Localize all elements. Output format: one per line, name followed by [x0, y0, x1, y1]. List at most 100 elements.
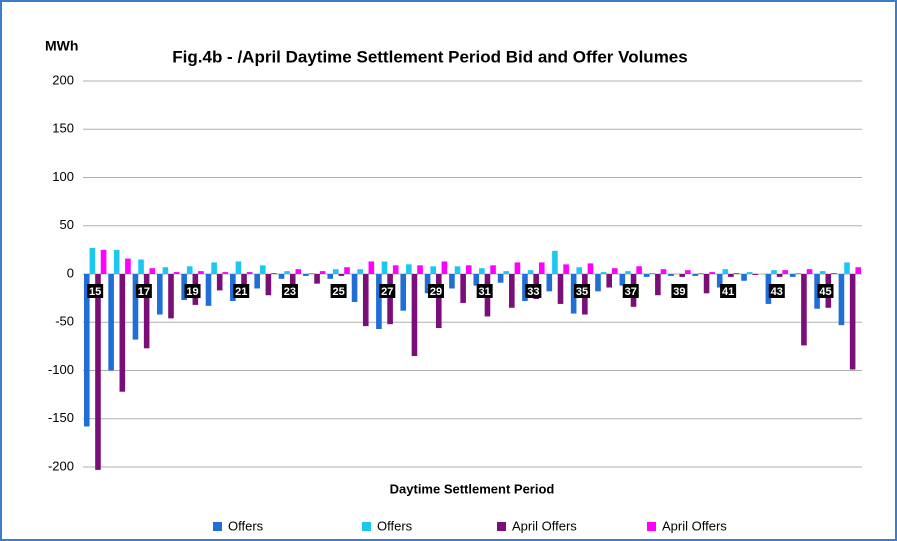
bar [125, 258, 131, 274]
y-tick-label: 50 [60, 217, 74, 232]
bar [357, 269, 363, 274]
bar [271, 273, 277, 274]
bar [503, 271, 510, 274]
bar [668, 274, 674, 276]
bar [806, 269, 813, 274]
bar [327, 274, 334, 279]
bar [776, 274, 783, 277]
y-tick-label: 100 [52, 169, 74, 184]
bar [295, 269, 302, 274]
x-tick-label: 23 [284, 286, 296, 298]
bar [198, 271, 204, 274]
x-tick-label: 31 [479, 286, 491, 298]
bar [746, 272, 753, 274]
bar [265, 274, 272, 296]
bar [538, 262, 545, 274]
bar [527, 270, 534, 274]
bar [138, 259, 144, 274]
y-tick-label: -50 [55, 314, 74, 329]
bar [362, 274, 369, 327]
bar [522, 274, 528, 302]
y-tick-label: -200 [48, 458, 74, 473]
bar [625, 271, 631, 274]
bar [113, 249, 120, 274]
category-label-box [720, 284, 737, 298]
legend-swatch [497, 522, 506, 531]
legend-swatch [213, 522, 222, 531]
x-tick-label: 21 [235, 286, 247, 298]
bar [411, 274, 418, 357]
bar [692, 274, 699, 276]
bar [430, 266, 436, 274]
bar [424, 274, 431, 294]
bar [235, 261, 242, 274]
bar [782, 270, 788, 274]
bar [168, 274, 174, 319]
legend-label: Offers [228, 518, 264, 533]
category-label-box [476, 284, 493, 298]
bar [95, 274, 101, 470]
bar [709, 272, 715, 274]
bar [89, 247, 96, 274]
bar [741, 274, 747, 281]
category-label-box [622, 284, 639, 298]
legend-label: April Offers [512, 518, 577, 533]
category-label-box [817, 284, 834, 298]
bar [685, 270, 691, 274]
bar [149, 268, 156, 274]
bar [600, 272, 607, 274]
bar [216, 274, 223, 291]
bar [595, 274, 601, 292]
bar [801, 274, 807, 346]
bar [679, 274, 686, 277]
y-tick-label: -100 [48, 362, 74, 377]
category-label-box [671, 284, 688, 298]
bar [222, 272, 229, 274]
bar [460, 274, 466, 303]
x-tick-label: 41 [722, 286, 734, 298]
x-tick-label: 33 [527, 286, 539, 298]
bar [587, 263, 594, 274]
bar [552, 250, 558, 274]
bar [376, 274, 382, 330]
x-tick-label: 19 [186, 286, 198, 298]
bar [557, 274, 564, 304]
x-tick-label: 27 [381, 286, 393, 298]
bar [849, 274, 856, 370]
category-label-box [427, 284, 444, 298]
bar [819, 271, 826, 274]
bar [406, 264, 412, 274]
bar [733, 273, 740, 274]
bar [611, 268, 618, 274]
bar [441, 261, 448, 274]
bar [132, 274, 139, 340]
category-label-box [379, 284, 396, 298]
bar [716, 274, 723, 288]
bar [108, 274, 114, 371]
bar [576, 267, 583, 274]
bar [606, 274, 612, 288]
legend-label: Offers [377, 518, 413, 533]
bar [119, 274, 126, 392]
bar [814, 274, 820, 309]
bar [400, 274, 407, 311]
x-tick-label: 25 [332, 286, 344, 298]
bar [259, 265, 266, 274]
bar [205, 274, 212, 306]
category-label-box [768, 284, 785, 298]
bar [454, 266, 461, 274]
x-tick-label: 15 [89, 286, 101, 298]
bar [319, 271, 326, 274]
bar [795, 273, 802, 274]
bar [333, 269, 339, 274]
bar [703, 274, 710, 294]
bar [698, 273, 704, 274]
bar [722, 269, 729, 274]
x-tick-label: 39 [673, 286, 685, 298]
category-label-box [184, 284, 201, 298]
x-tick-label: 35 [576, 286, 588, 298]
bar [789, 274, 796, 277]
y-tick-label: 0 [67, 265, 74, 280]
bar [831, 273, 837, 274]
